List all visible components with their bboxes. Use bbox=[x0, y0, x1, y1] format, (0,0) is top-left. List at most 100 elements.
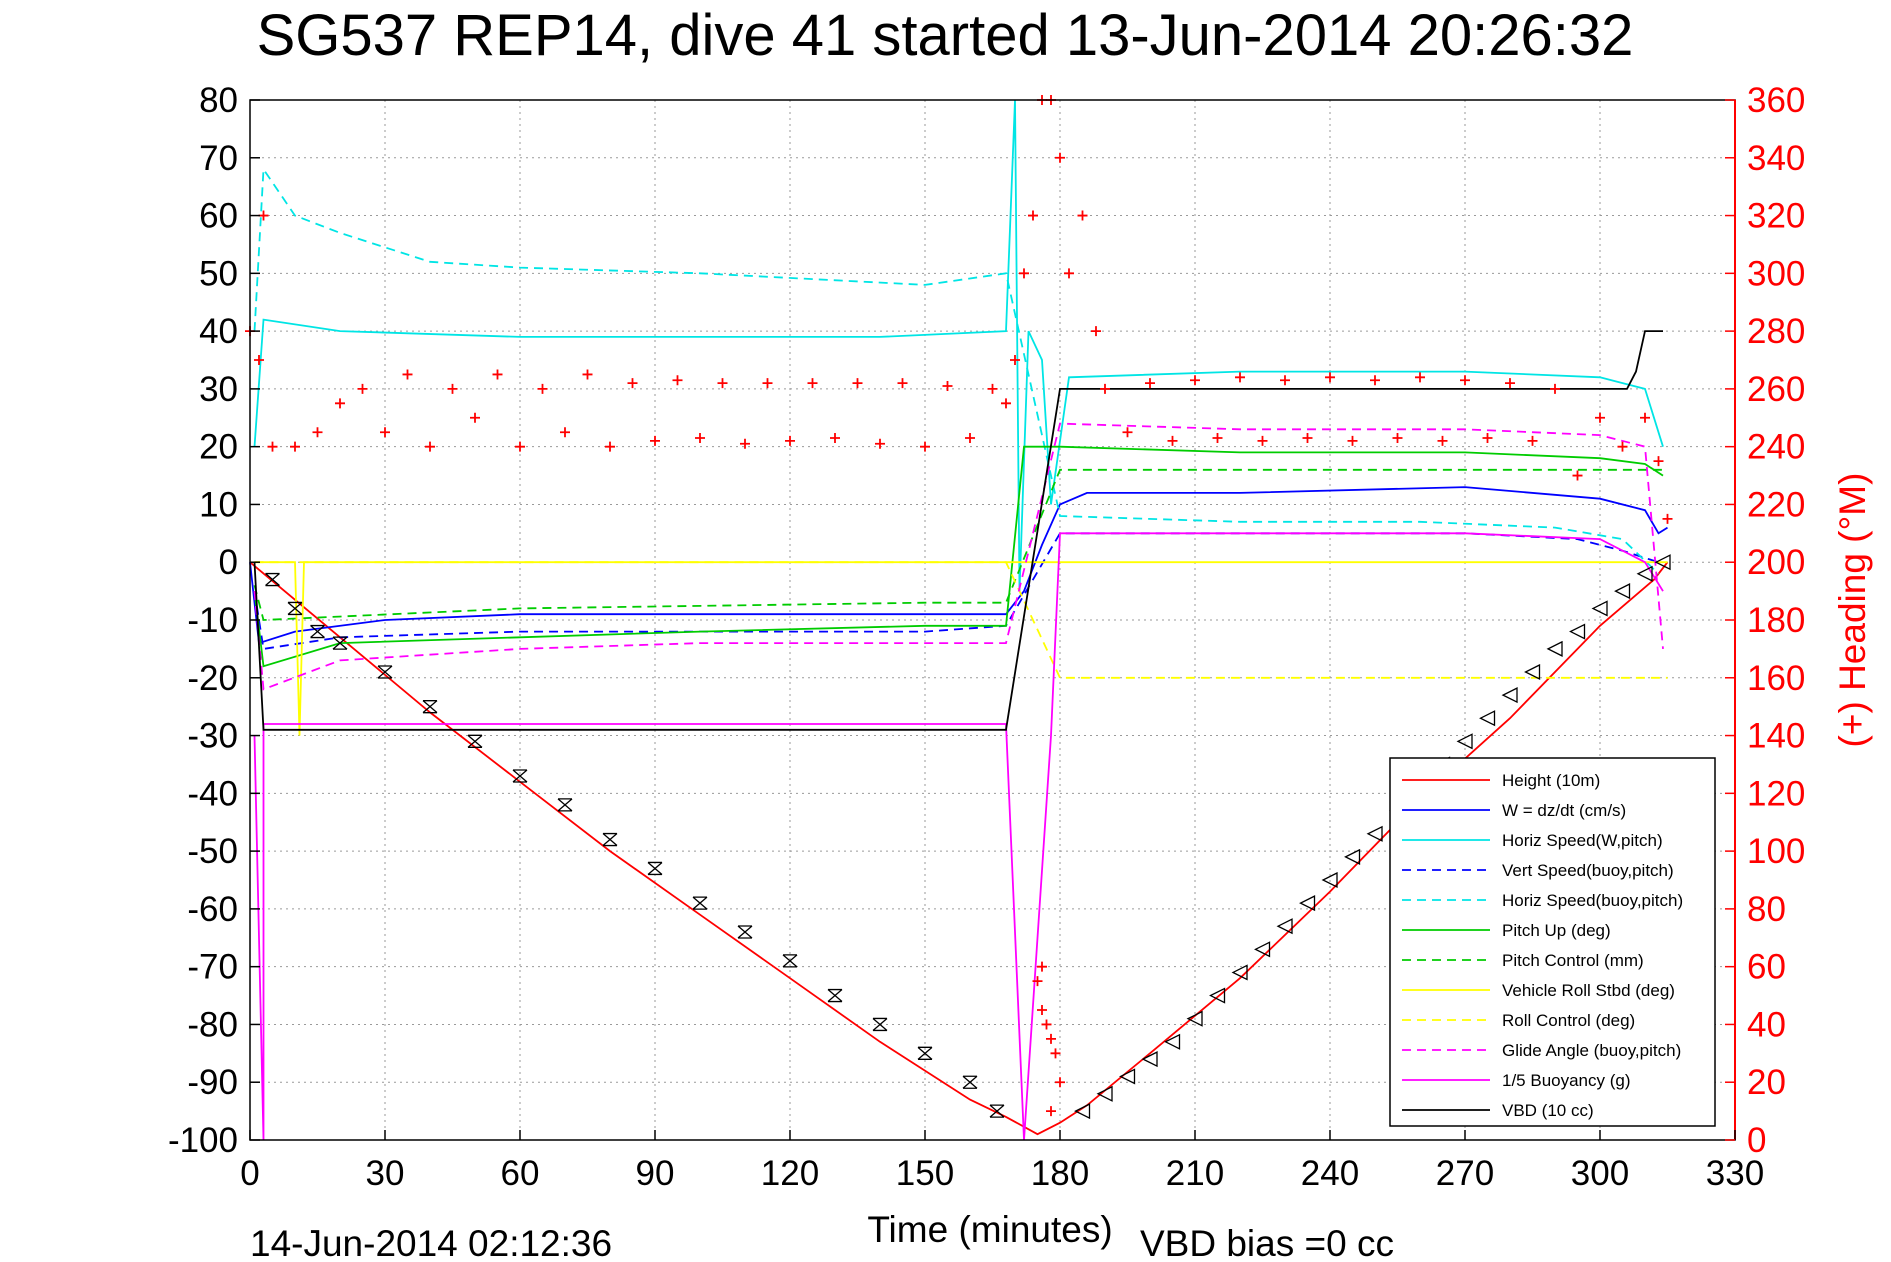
dive-marker bbox=[917, 1046, 933, 1060]
right-tick-label: 140 bbox=[1747, 717, 1805, 756]
climb-marker bbox=[1591, 600, 1608, 617]
y-tick-label: -60 bbox=[187, 890, 238, 929]
series-line bbox=[253, 445, 1664, 668]
dive-marker bbox=[602, 832, 618, 847]
series-line bbox=[249, 486, 1668, 645]
right-tick-label: 340 bbox=[1747, 139, 1805, 178]
series-line bbox=[253, 422, 1664, 691]
y-tick-label: 10 bbox=[199, 485, 238, 524]
x-tick-label: 330 bbox=[1706, 1154, 1764, 1193]
legend-entry: 1/5 Buoyancy (g) bbox=[1502, 1071, 1631, 1090]
heading-marker bbox=[1046, 1033, 1056, 1044]
heading-marker bbox=[1325, 372, 1335, 383]
heading-marker bbox=[740, 438, 750, 449]
y-tick-label: 70 bbox=[199, 139, 238, 178]
right-tick-label: 260 bbox=[1747, 370, 1805, 409]
heading-marker bbox=[1302, 433, 1313, 443]
dive-marker bbox=[512, 769, 528, 783]
heading-marker bbox=[1662, 513, 1673, 524]
heading-marker bbox=[402, 369, 413, 380]
heading-marker bbox=[560, 427, 570, 438]
heading-marker bbox=[1370, 375, 1380, 386]
heading-marker bbox=[470, 412, 480, 423]
markers bbox=[245, 95, 1673, 1120]
heading-marker bbox=[582, 369, 593, 380]
legend-entry: Height (10m) bbox=[1502, 771, 1600, 790]
legend-entry: Glide Angle (buoy,pitch) bbox=[1502, 1041, 1681, 1060]
right-tick-label: 220 bbox=[1747, 485, 1805, 524]
y-axis-ticks: 80 70 60 50 40 30 20 10 0 -10 -20 -30 -40 -50 -60 -70 -8… bbox=[168, 81, 260, 1160]
right-tick-label: 100 bbox=[1747, 832, 1805, 871]
heading-marker bbox=[447, 383, 458, 394]
legend-box bbox=[1389, 757, 1716, 1127]
legend-entry: Horiz Speed(buoy,pitch) bbox=[1502, 891, 1683, 910]
x-tick-label: 180 bbox=[1031, 1154, 1089, 1193]
dive-marker bbox=[557, 798, 573, 812]
dive-marker bbox=[872, 1017, 888, 1032]
dive-marker bbox=[989, 1104, 1005, 1118]
right-tick-label: 320 bbox=[1747, 197, 1805, 236]
heading-marker bbox=[290, 441, 300, 452]
right-tick-label: 80 bbox=[1747, 890, 1786, 929]
heading-marker bbox=[1001, 398, 1011, 409]
heading-marker bbox=[1037, 961, 1047, 972]
legend-entry: W = dz/dt (cm/s) bbox=[1502, 801, 1626, 820]
dive-marker bbox=[377, 665, 393, 679]
x-tick-label: 120 bbox=[761, 1154, 819, 1193]
legend-entry: Pitch Up (deg) bbox=[1502, 921, 1611, 940]
heading-marker bbox=[258, 210, 269, 221]
heading-marker bbox=[1145, 378, 1155, 389]
y-tick-label: 30 bbox=[199, 370, 238, 409]
heading-marker bbox=[785, 435, 795, 446]
series-line bbox=[254, 561, 1668, 679]
heading-marker bbox=[1032, 976, 1043, 987]
heading-marker bbox=[492, 369, 503, 380]
heading-marker bbox=[920, 441, 930, 452]
dive-marker bbox=[782, 954, 798, 968]
right-tick-label: 60 bbox=[1747, 948, 1786, 987]
y-tick-label: -10 bbox=[187, 601, 238, 640]
right-tick-label: 200 bbox=[1747, 543, 1805, 582]
heading-marker bbox=[1100, 383, 1110, 394]
dive-marker bbox=[962, 1075, 978, 1089]
heading-marker bbox=[380, 427, 390, 438]
heading-marker bbox=[1055, 1077, 1065, 1088]
x-axis-ticks: 0 30 60 90 120 150 180 210 240 270 300 330 bbox=[240, 1130, 1764, 1193]
heading-marker bbox=[1347, 435, 1358, 446]
y-tick-label: -100 bbox=[168, 1121, 238, 1160]
heading-marker bbox=[695, 433, 705, 443]
dive-marker bbox=[265, 572, 280, 587]
heading-marker bbox=[1077, 210, 1088, 221]
heading-marker bbox=[1653, 456, 1664, 467]
heading-marker bbox=[335, 398, 345, 409]
heading-marker bbox=[1046, 1106, 1056, 1117]
heading-marker bbox=[357, 383, 368, 394]
legend-entry: Vehicle Roll Stbd (deg) bbox=[1502, 981, 1675, 1000]
heading-marker bbox=[717, 378, 728, 389]
x-tick-label: 300 bbox=[1571, 1154, 1629, 1193]
right-tick-label: 0 bbox=[1747, 1121, 1766, 1160]
heading-marker bbox=[312, 427, 323, 438]
heading-marker bbox=[1010, 355, 1020, 365]
heading-marker bbox=[1280, 375, 1290, 386]
legend-entry: Horiz Speed(W,pitch) bbox=[1502, 831, 1663, 850]
heading-marker bbox=[1595, 412, 1605, 423]
x-tick-label: 270 bbox=[1436, 1154, 1494, 1193]
climb-marker bbox=[1209, 987, 1226, 1004]
heading-marker bbox=[1437, 435, 1448, 446]
heading-marker bbox=[1527, 435, 1538, 446]
dive-marker bbox=[422, 700, 438, 714]
climb-marker bbox=[1546, 640, 1563, 657]
dive-marker bbox=[692, 896, 708, 910]
heading-marker bbox=[1055, 152, 1065, 163]
climb-marker bbox=[1074, 1103, 1091, 1120]
climb-marker bbox=[1366, 825, 1383, 842]
x-tick-label: 0 bbox=[240, 1154, 259, 1193]
series-line bbox=[254, 561, 1668, 736]
right-tick-label: 360 bbox=[1747, 81, 1805, 120]
climb-marker bbox=[1479, 710, 1496, 727]
series-line bbox=[253, 468, 1663, 621]
heading-marker bbox=[1482, 433, 1493, 443]
climb-marker bbox=[1141, 1051, 1158, 1068]
